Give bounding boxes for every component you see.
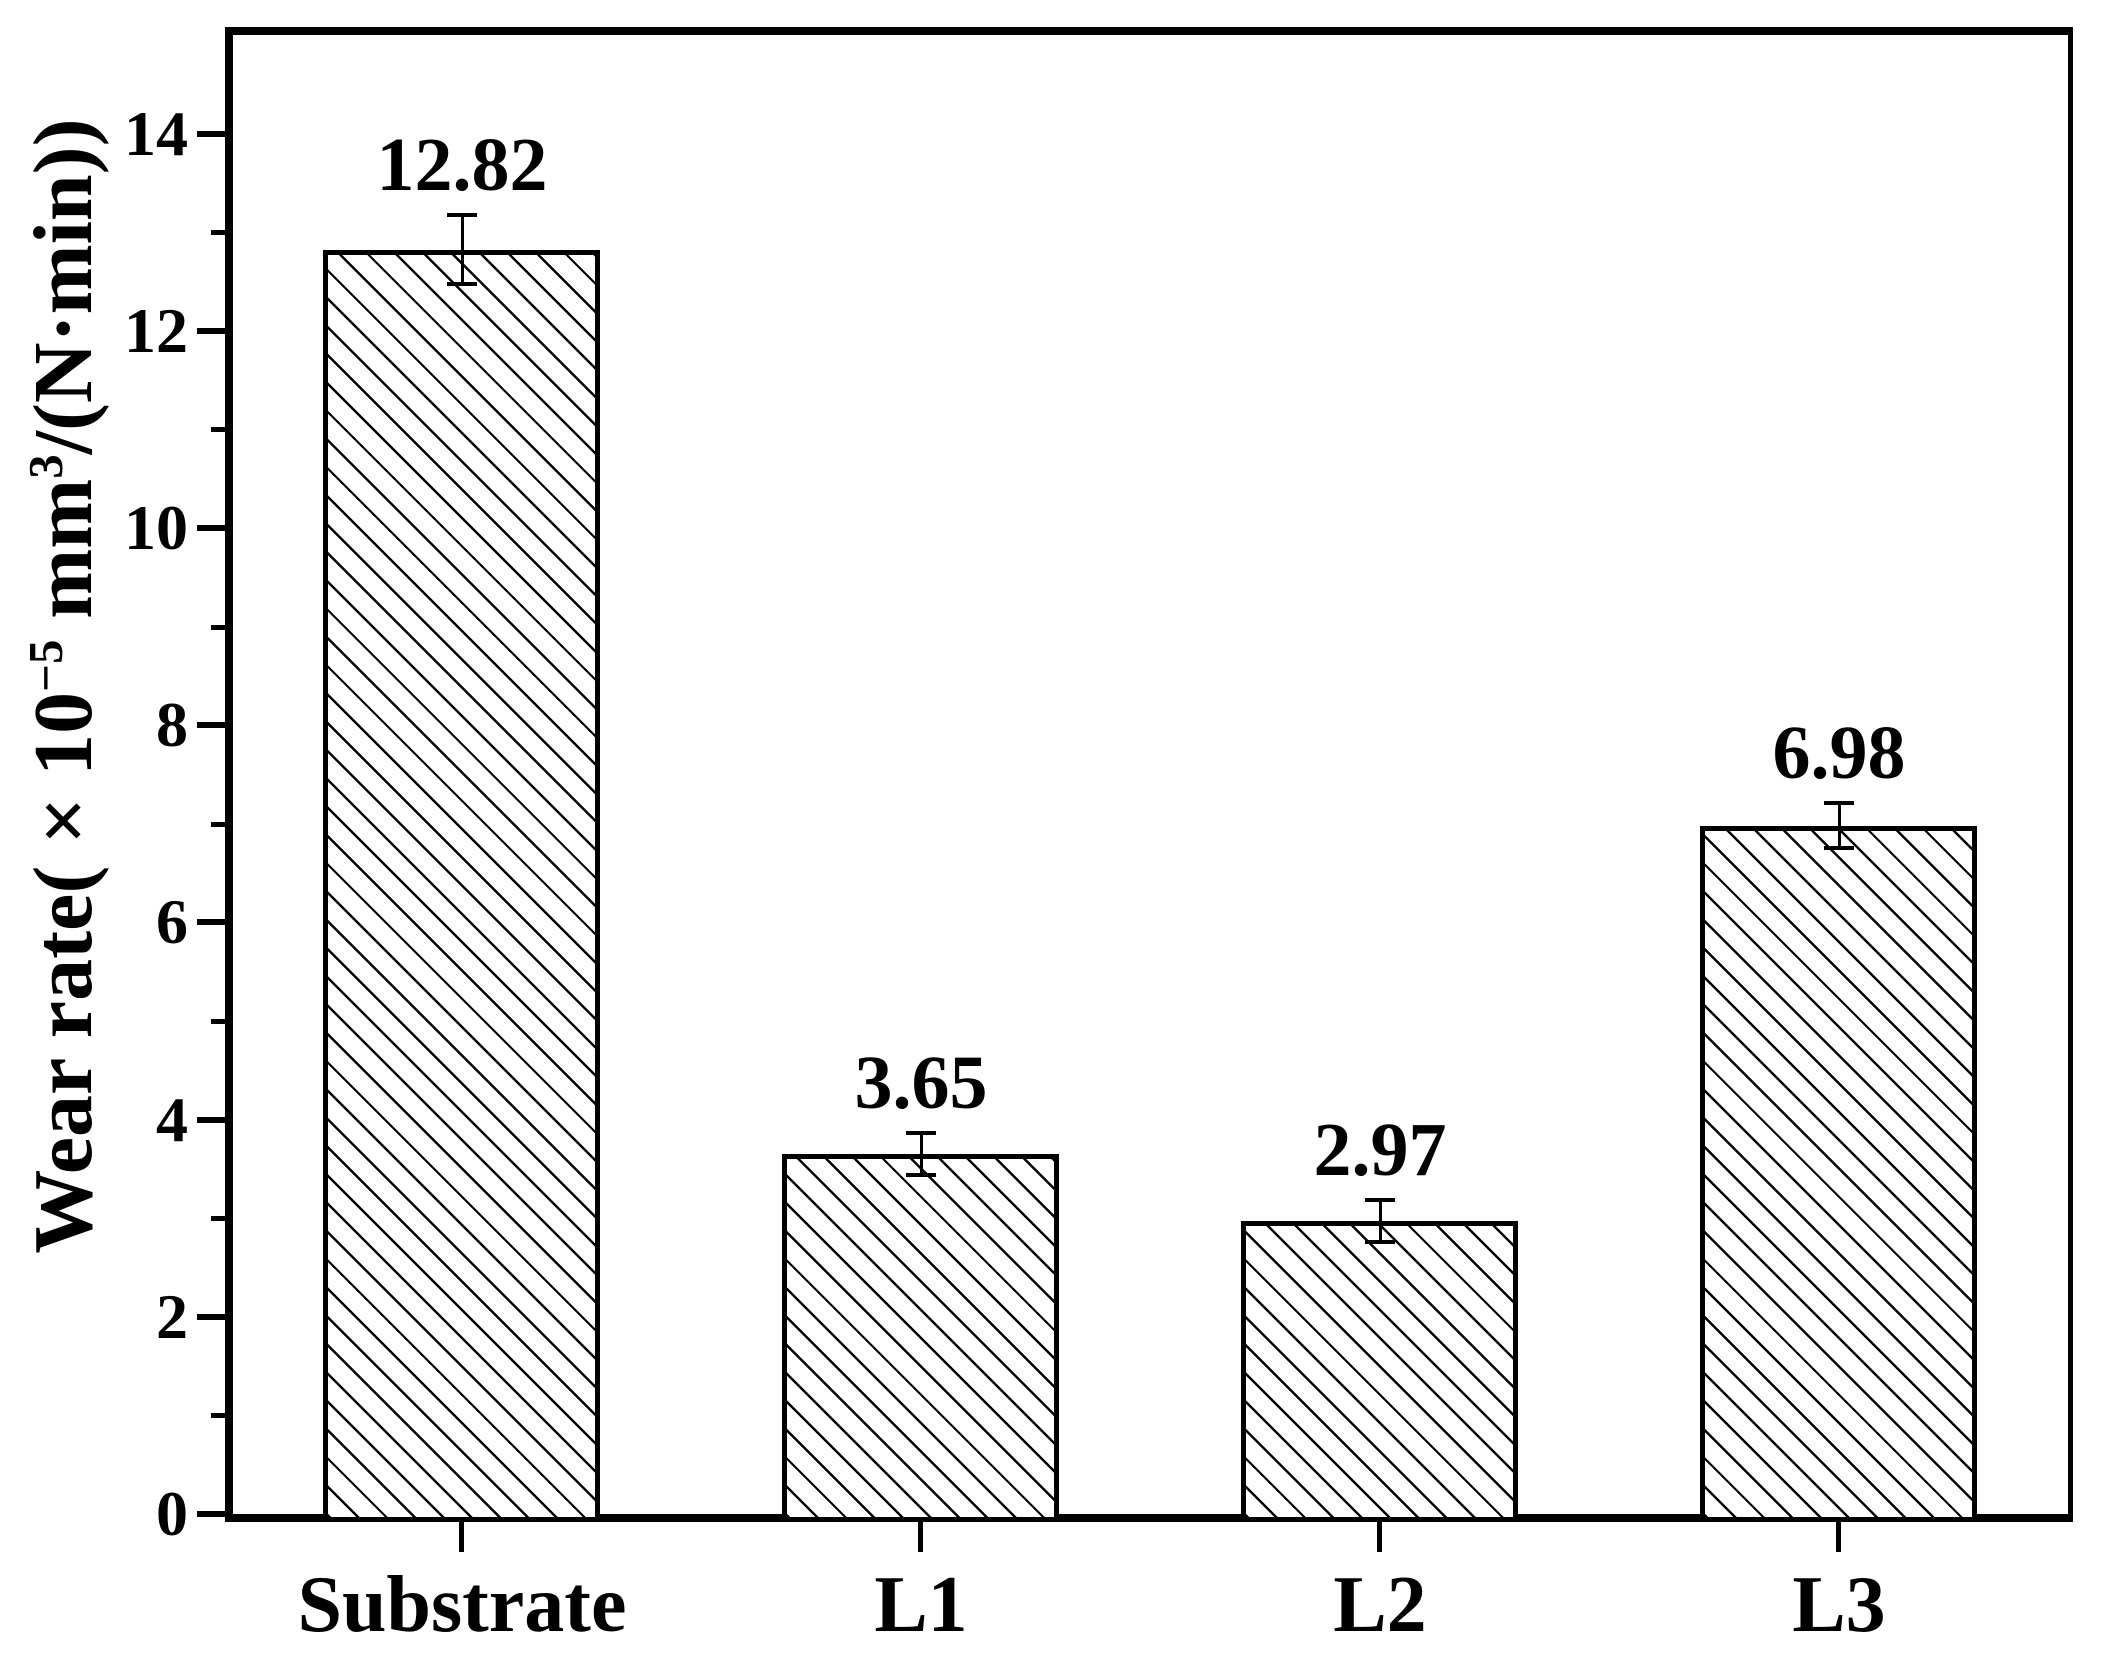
- error-bar-cap-bottom: [447, 282, 477, 286]
- error-bar-line: [920, 1133, 923, 1175]
- y-tick-label: 10: [124, 492, 188, 563]
- error-bar-line: [461, 215, 464, 284]
- y-minor-tick: [211, 1216, 225, 1221]
- y-minor-tick: [211, 822, 225, 827]
- y-axis-title-exponent: −5: [19, 639, 73, 692]
- error-bar-cap-bottom: [1365, 1240, 1395, 1244]
- error-bar-cap-bottom: [1824, 846, 1854, 850]
- x-tick: [1836, 1522, 1841, 1552]
- y-major-tick: [197, 131, 225, 137]
- error-bar-cap-top: [447, 213, 477, 217]
- x-tick-label: L3: [1792, 1561, 1886, 1649]
- bar-l1: [782, 1154, 1059, 1522]
- y-major-tick: [197, 722, 225, 728]
- x-tick: [918, 1522, 923, 1552]
- bar-substrate: [323, 250, 600, 1522]
- y-minor-tick: [211, 230, 225, 235]
- value-label: 2.97: [1313, 1108, 1447, 1192]
- x-tick-label: L1: [874, 1561, 968, 1649]
- error-bar-cap-top: [906, 1131, 936, 1135]
- y-tick-label: 12: [124, 295, 188, 366]
- y-major-tick: [197, 1117, 225, 1123]
- error-bar-cap-top: [1824, 801, 1854, 805]
- y-axis-title-denominator: /(N·min)): [17, 118, 110, 455]
- value-label: 6.98: [1772, 711, 1906, 795]
- bar-l2: [1241, 1221, 1518, 1522]
- y-major-tick: [197, 919, 225, 925]
- y-tick-label: 6: [156, 886, 188, 957]
- x-tick-label: L2: [1333, 1561, 1427, 1649]
- error-bar-line: [1379, 1200, 1382, 1242]
- y-major-tick: [197, 525, 225, 531]
- x-tick: [1377, 1522, 1382, 1552]
- x-tick: [459, 1522, 464, 1552]
- error-bar-line: [1838, 803, 1841, 848]
- y-minor-tick: [211, 427, 225, 432]
- error-bar-cap-bottom: [906, 1173, 936, 1177]
- y-minor-tick: [211, 1019, 225, 1024]
- y-tick-label: 0: [156, 1478, 188, 1549]
- bar-l3: [1700, 826, 1977, 1522]
- y-major-tick: [197, 1511, 225, 1517]
- y-major-tick: [197, 1314, 225, 1320]
- y-tick-label: 4: [156, 1084, 188, 1155]
- y-tick-label: 14: [124, 98, 188, 169]
- y-axis-title-text: Wear rate( × 10: [17, 691, 110, 1254]
- value-label: 3.65: [854, 1041, 988, 1125]
- y-tick-label: 2: [156, 1281, 188, 1352]
- y-axis-title-cube: 3: [19, 454, 73, 479]
- error-bar-cap-top: [1365, 1198, 1395, 1202]
- y-minor-tick: [211, 1413, 225, 1418]
- y-minor-tick: [211, 625, 225, 630]
- y-tick-label: 8: [156, 689, 188, 760]
- value-label: 12.82: [376, 123, 548, 207]
- x-tick-label: Substrate: [297, 1561, 627, 1649]
- y-major-tick: [197, 328, 225, 334]
